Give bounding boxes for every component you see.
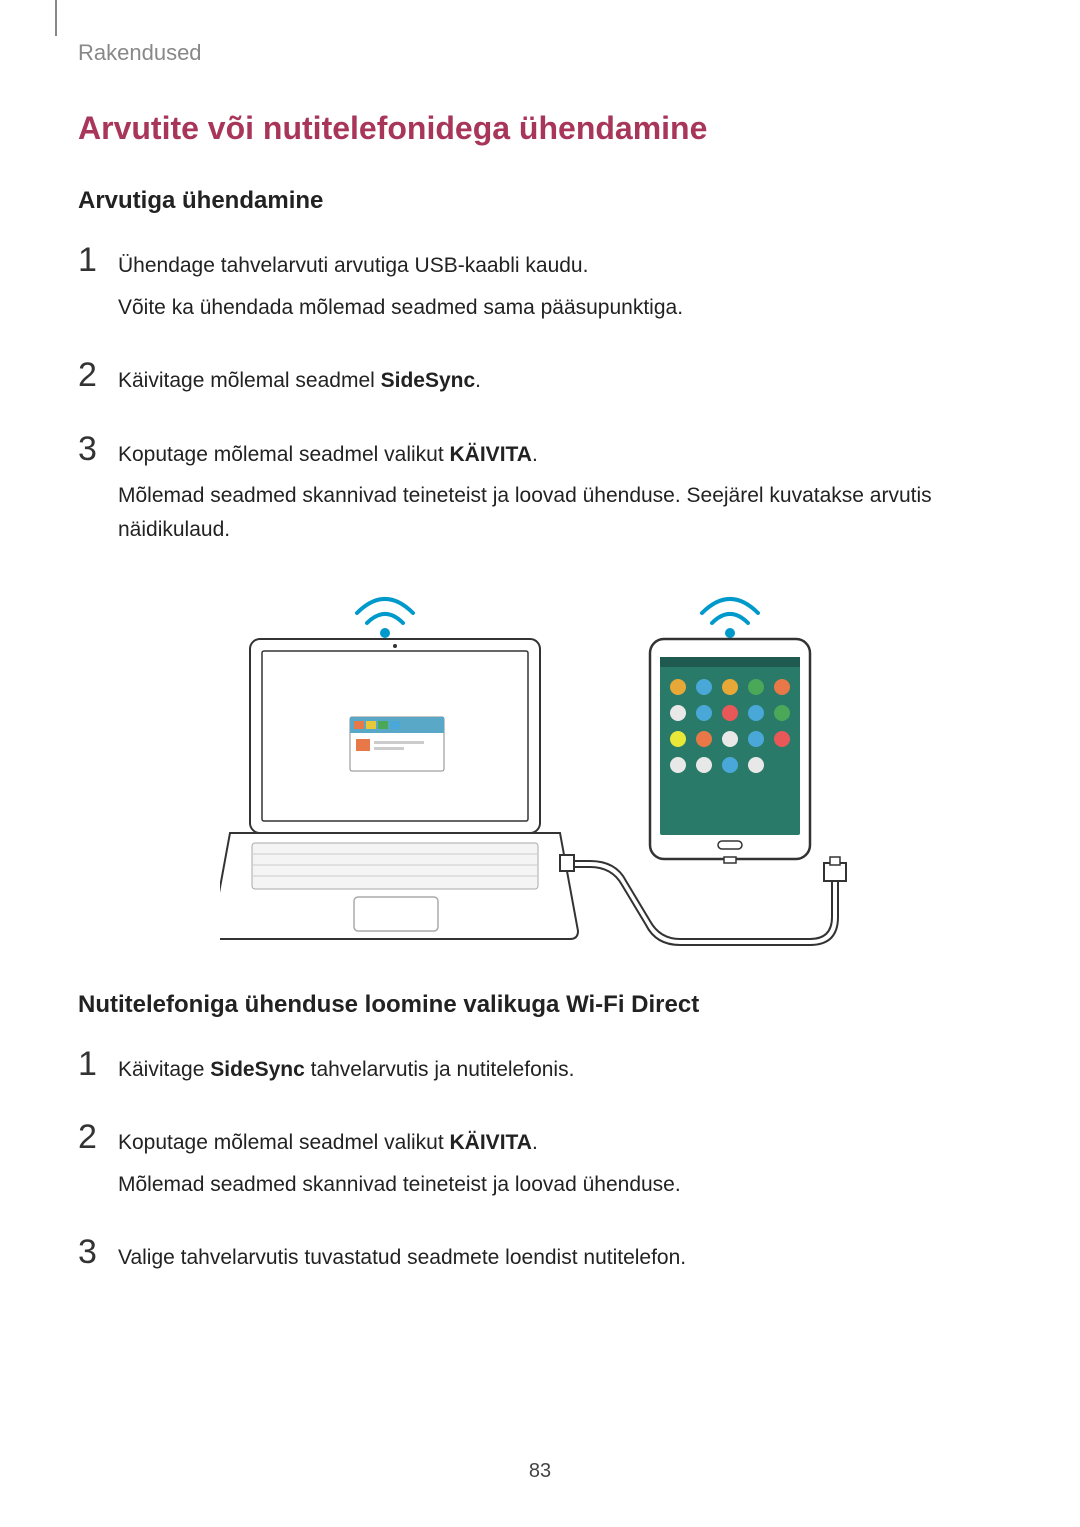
step-text: Mõlemad seadmed skannivad teineteist ja … [118,479,1002,546]
section1-step-1: 1 Ühendage tahvelarvuti arvutiga USB-kaa… [78,243,1002,332]
step-text: Võite ka ühendada mõlemad seadmed sama p… [118,291,1002,325]
step-number: 3 [78,432,118,466]
step-body: Käivitage mõlemal seadmel SideSync. [118,358,1002,406]
section2-heading: Nutitelefoniga ühenduse loomine valikuga… [78,991,1002,1019]
step-body: Valige tahvelarvutis tuvastatud seadmete… [118,1235,1002,1283]
page-number: 83 [0,1460,1080,1483]
page-content: Arvutite või nutitelefonidega ühendamine… [78,110,1002,1309]
step-number: 1 [78,1047,118,1081]
section1-heading: Arvutiga ühendamine [78,187,1002,215]
step-text: Valige tahvelarvutis tuvastatud seadmete… [118,1241,1002,1275]
diagram-svg [220,581,860,951]
step-body: Ühendage tahvelarvuti arvutiga USB-kaabl… [118,243,1002,332]
step-text: Mõlemad seadmed skannivad teineteist ja … [118,1168,1002,1202]
breadcrumb-header: Rakendused [78,40,202,66]
section2-step-1: 1 Käivitage SideSync tahvelarvutis ja nu… [78,1047,1002,1095]
step-number: 3 [78,1235,118,1269]
section2-step-3: 3 Valige tahvelarvutis tuvastatud seadme… [78,1235,1002,1283]
step-number: 1 [78,243,118,277]
step-body: Koputage mõlemal seadmel valikut KÄIVITA… [118,1120,1002,1209]
step-text: Koputage mõlemal seadmel valikut KÄIVITA… [118,438,1002,472]
step-body: Koputage mõlemal seadmel valikut KÄIVITA… [118,432,1002,555]
section1-step-3: 3 Koputage mõlemal seadmel valikut KÄIVI… [78,432,1002,555]
step-text: Ühendage tahvelarvuti arvutiga USB-kaabl… [118,249,1002,283]
connection-diagram [78,581,1002,951]
step-text: Koputage mõlemal seadmel valikut KÄIVITA… [118,1126,1002,1160]
page-title: Arvutite või nutitelefonidega ühendamine [78,110,1002,147]
step-text: Käivitage mõlemal seadmel SideSync. [118,364,1002,398]
step-body: Käivitage SideSync tahvelarvutis ja nuti… [118,1047,1002,1095]
step-number: 2 [78,358,118,392]
step-text: Käivitage SideSync tahvelarvutis ja nuti… [118,1053,1002,1087]
step-number: 2 [78,1120,118,1154]
page-margin-line [55,0,57,36]
breadcrumb-text: Rakendused [78,40,202,65]
section2-step-2: 2 Koputage mõlemal seadmel valikut KÄIVI… [78,1120,1002,1209]
section1-step-2: 2 Käivitage mõlemal seadmel SideSync. [78,358,1002,406]
